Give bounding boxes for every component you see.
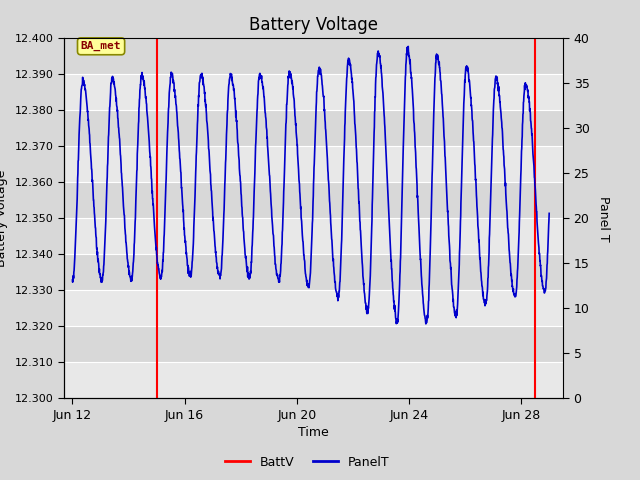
Bar	[64, 182, 563, 218]
Title: Battery Voltage: Battery Voltage	[249, 16, 378, 34]
Y-axis label: Panel T: Panel T	[597, 195, 611, 241]
Bar	[64, 326, 563, 362]
Bar	[64, 290, 563, 326]
Bar	[64, 146, 563, 182]
X-axis label: Time: Time	[298, 426, 329, 439]
Text: BA_met: BA_met	[81, 41, 122, 51]
Bar	[64, 254, 563, 290]
Bar	[64, 218, 563, 254]
Y-axis label: Battery Voltage: Battery Voltage	[0, 170, 8, 267]
Bar	[64, 38, 563, 74]
Legend: BattV, PanelT: BattV, PanelT	[220, 451, 395, 474]
Bar	[64, 362, 563, 398]
Bar	[64, 74, 563, 110]
Bar	[64, 110, 563, 146]
